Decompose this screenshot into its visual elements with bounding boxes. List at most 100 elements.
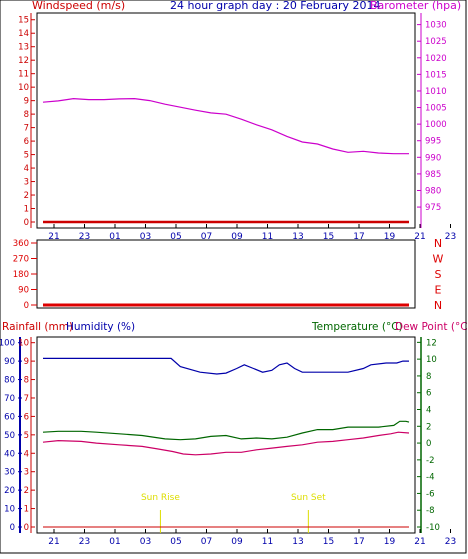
x-tick-label: 09 xyxy=(231,537,243,547)
wind-tick-label: 2 xyxy=(24,191,29,201)
humidity-axis: 0 10 20 30 40 50 60 70 80 90 100 xyxy=(0,337,22,533)
humidity-tick-label: 70 xyxy=(4,394,15,404)
direction-degree-axis: 0 90 180 270 360 xyxy=(13,239,38,311)
panel3-x-axis: 21 23 01 03 05 07 09 11 13 15 17 19 21 23 xyxy=(48,529,456,547)
humidity-tick-label: 10 xyxy=(4,505,15,515)
wind-tick-label: 8 xyxy=(24,110,29,120)
x-tick-label: 15 xyxy=(323,232,334,242)
direction-frame xyxy=(36,239,416,309)
x-tick-label: 17 xyxy=(353,232,364,242)
baro-tick-label: 975 xyxy=(425,203,441,213)
wind-tick-label: 9 xyxy=(24,97,29,107)
x-tick-label: 13 xyxy=(292,537,303,547)
x-tick-label: 03 xyxy=(140,232,151,242)
wind-tick-label: 15 xyxy=(18,16,29,26)
humidity-tick-label: 20 xyxy=(4,486,15,496)
rainfall-tick-label: 7 xyxy=(24,394,29,404)
temperature-tick-label: 10 xyxy=(426,355,437,365)
humidity-tick-label: 30 xyxy=(4,468,15,478)
compass-label: S xyxy=(435,268,442,281)
compass-label: E xyxy=(435,284,442,297)
x-tick-label: 09 xyxy=(231,232,243,242)
rainfall-tick-label: 5 xyxy=(24,431,29,441)
x-tick-label: 17 xyxy=(353,537,364,547)
wind-tick-label: 14 xyxy=(18,29,29,39)
x-tick-label: 01 xyxy=(109,232,120,242)
x-tick-label: 03 xyxy=(140,537,151,547)
sunset-label: Sun Set xyxy=(291,493,326,503)
direction-tick-label: 270 xyxy=(13,255,29,265)
humidity-tick-label: 60 xyxy=(4,412,15,422)
x-tick-label: 07 xyxy=(201,232,212,242)
wind-tick-label: 11 xyxy=(18,70,29,80)
rainfall-tick-label: 1 xyxy=(24,505,29,515)
temperature-tick-label: -2 xyxy=(426,456,434,466)
humidity-label: Humidity (%) xyxy=(66,321,135,333)
wind-tick-label: 1 xyxy=(24,205,29,215)
humidity-tick-label: 0 xyxy=(10,523,15,533)
x-tick-label: 21 xyxy=(414,537,425,547)
compass-label: N xyxy=(434,237,442,250)
baro-tick-label: 1010 xyxy=(425,87,447,97)
x-tick-label: 11 xyxy=(262,232,273,242)
hum-temp-dew-lines xyxy=(42,357,410,528)
wind-tick-label: 12 xyxy=(18,56,29,66)
rainfall-tick-label: 8 xyxy=(24,376,29,386)
rainfall-tick-label: 3 xyxy=(24,468,29,478)
baro-tick-label: 1025 xyxy=(425,37,447,47)
wind-baro-frame xyxy=(36,12,416,229)
compass-label: N xyxy=(434,299,442,312)
rain-hum-temp-frame xyxy=(36,336,416,534)
wind-tick-label: 5 xyxy=(24,151,29,161)
wind-baro-lines xyxy=(42,97,409,224)
rainfall-tick-label: 6 xyxy=(24,412,29,422)
dewpoint-label: Dew Point (°C) xyxy=(395,321,468,333)
rainfall-tick-label: 10 xyxy=(18,339,29,349)
temperature-tick-label: 4 xyxy=(426,406,431,416)
rainfall-tick-label: 0 xyxy=(24,523,29,533)
rainfall-axis: 0 1 2 3 4 5 6 7 8 9 10 xyxy=(18,337,35,533)
x-tick-label: 19 xyxy=(384,232,396,242)
baro-tick-label: 1015 xyxy=(425,70,447,80)
temperature-line xyxy=(42,420,410,441)
x-tick-label: 01 xyxy=(109,537,120,547)
compass-label: W xyxy=(433,253,444,266)
baro-tick-label: 985 xyxy=(425,170,441,180)
temperature-axis: -10 -8 -6 -4 -2 0 2 4 6 8 10 12 xyxy=(417,337,440,533)
baro-tick-label: 990 xyxy=(425,153,441,163)
baro-tick-label: 1020 xyxy=(425,54,447,64)
barometer-line xyxy=(42,97,409,155)
wind-tick-label: 4 xyxy=(24,164,29,174)
x-tick-label: 23 xyxy=(445,537,456,547)
temperature-tick-label: -6 xyxy=(426,489,434,499)
humidity-line xyxy=(43,357,409,375)
wind-tick-label: 7 xyxy=(24,124,29,134)
graph-title: 24 hour graph day : 20 February 2014 xyxy=(170,0,381,12)
wind-tick-label: 13 xyxy=(18,43,29,53)
baro-axis: 975 980 985 990 995 1000 1005 1010 1015 1020 1025 1… xyxy=(417,13,447,228)
humidity-tick-label: 40 xyxy=(4,449,15,459)
x-tick-label: 21 xyxy=(48,232,59,242)
rainfall-tick-label: 2 xyxy=(24,486,29,496)
temperature-label: Temperature (°C) xyxy=(311,321,403,333)
baro-tick-label: 1030 xyxy=(425,21,447,31)
panel1-x-axis: 21 23 01 03 05 07 09 11 13 15 17 19 21 23 xyxy=(48,224,456,242)
baro-tick-label: 1000 xyxy=(425,120,447,130)
x-tick-label: 05 xyxy=(170,232,181,242)
humidity-tick-label: 100 xyxy=(0,339,15,349)
rainfall-tick-label: 9 xyxy=(24,357,29,367)
baro-tick-label: 995 xyxy=(425,137,441,147)
wind-tick-label: 3 xyxy=(24,178,29,188)
x-tick-label: 23 xyxy=(79,537,90,547)
wind-tick-label: 6 xyxy=(24,137,29,147)
rainfall-tick-label: 4 xyxy=(24,449,29,459)
direction-tick-label: 360 xyxy=(13,239,29,249)
temperature-tick-label: 2 xyxy=(426,422,431,432)
x-tick-label: 07 xyxy=(201,537,212,547)
